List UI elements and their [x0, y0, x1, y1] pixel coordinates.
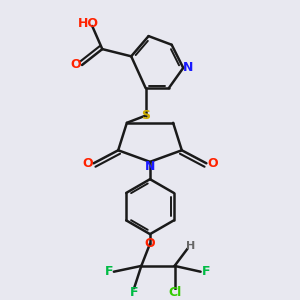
Text: O: O: [145, 237, 155, 250]
Text: O: O: [70, 58, 81, 71]
Text: H: H: [186, 241, 195, 251]
Text: HO: HO: [78, 16, 99, 30]
Text: F: F: [104, 265, 113, 278]
Text: O: O: [82, 157, 93, 170]
Text: F: F: [130, 286, 138, 299]
Text: N: N: [182, 61, 193, 74]
Text: F: F: [202, 265, 210, 278]
Text: Cl: Cl: [168, 286, 181, 299]
Text: O: O: [207, 157, 218, 170]
Text: N: N: [145, 160, 155, 173]
Text: S: S: [141, 109, 150, 122]
